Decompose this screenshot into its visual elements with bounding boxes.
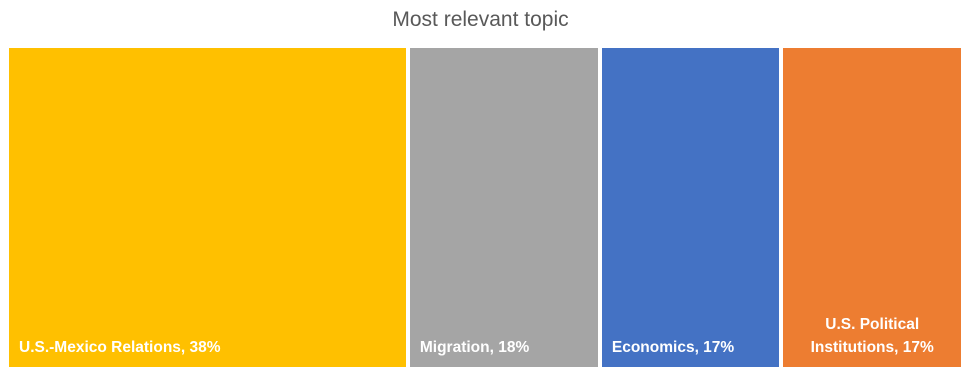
treemap-label-line: U.S. Political [825, 316, 920, 334]
treemap-label-line: Institutions, 17% [810, 338, 934, 356]
treemap-tile-label: Migration, 18% [420, 337, 529, 359]
treemap-tile-economics: Economics, 17% [601, 48, 780, 367]
treemap-tile-label: Economics, 17% [612, 337, 734, 359]
treemap-tile-label: U.S.-Mexico Relations, 38% [19, 337, 221, 359]
chart-title: Most relevant topic [392, 8, 569, 31]
treemap-label-line: U.S.-Mexico Relations, 38% [19, 338, 221, 356]
treemap-label-line: Economics, 17% [611, 338, 735, 356]
treemap-tile-migration: Migration, 18% [409, 48, 598, 367]
treemap-label-line: Migration, 18% [419, 338, 530, 356]
treemap-tile-label: U.S. Political Institutions, 17% [783, 314, 961, 359]
treemap-tile-u-s-political-institutions: U.S. Political Institutions, 17% [783, 48, 961, 367]
treemap-tile-u-s-mexico-relations: U.S.-Mexico Relations, 38% [9, 48, 406, 367]
treemap: U.S.-Mexico Relations, 38% Migration, 18%… [9, 48, 961, 367]
